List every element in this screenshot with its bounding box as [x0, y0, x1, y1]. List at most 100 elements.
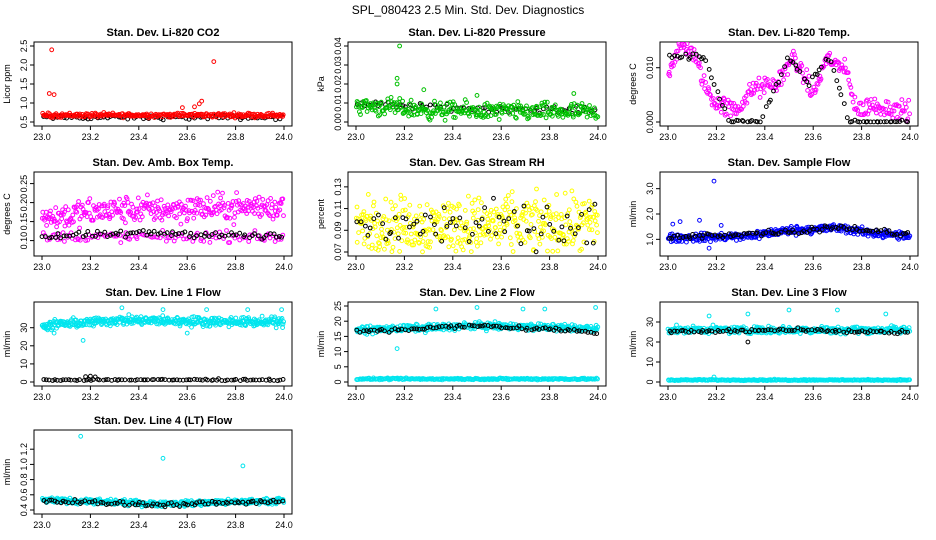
data-point: [190, 198, 196, 204]
data-point: [687, 236, 693, 241]
x-tick-label: 23.2: [396, 262, 414, 272]
data-point: [865, 119, 870, 124]
data-point: [806, 83, 812, 88]
y-tick-label: 0.5: [19, 116, 29, 129]
data-point: [196, 198, 202, 203]
data-point: [203, 206, 209, 211]
data-point: [499, 214, 505, 219]
data-point: [902, 329, 908, 335]
data-point: [534, 104, 540, 110]
data-point: [356, 230, 362, 236]
data-point: [476, 223, 482, 229]
data-point: [427, 324, 433, 330]
data-point: [128, 209, 134, 215]
data-point: [526, 115, 532, 121]
data-point: [835, 59, 841, 65]
data-point: [142, 232, 148, 238]
data-point: [696, 60, 702, 66]
data-point: [491, 323, 497, 329]
data-point: [63, 377, 69, 383]
data-point: [393, 203, 398, 209]
data-point: [279, 234, 285, 240]
data-point: [478, 240, 484, 246]
data-point: [145, 192, 150, 198]
data-point: [707, 91, 713, 97]
data-point: [583, 209, 589, 215]
data-point: [796, 231, 802, 237]
data-point: [745, 119, 751, 125]
data-point: [53, 235, 59, 240]
data-point: [390, 244, 396, 250]
data-point: [184, 218, 190, 224]
data-point: [245, 307, 251, 313]
data-point: [448, 220, 453, 225]
data-point: [760, 231, 766, 237]
data-point: [508, 212, 514, 218]
series-black: [354, 195, 598, 255]
y-tick-label: 2.0: [19, 59, 29, 72]
data-point: [436, 324, 442, 330]
data-point: [758, 377, 764, 383]
data-point: [279, 307, 285, 313]
series-magenta: [666, 42, 912, 124]
data-point: [574, 328, 580, 334]
data-point: [62, 223, 68, 229]
data-point: [467, 113, 472, 119]
data-point: [360, 105, 365, 110]
data-point: [862, 329, 868, 335]
data-point: [394, 81, 400, 87]
data-point: [595, 376, 600, 382]
data-point: [87, 196, 93, 202]
data-point: [854, 329, 860, 335]
data-point: [186, 208, 192, 214]
data-point: [386, 100, 392, 106]
data-point: [531, 226, 537, 232]
data-point: [226, 232, 232, 238]
data-point: [762, 328, 768, 333]
data-point: [43, 234, 48, 240]
data-point: [529, 327, 535, 333]
y-tick-label: 1.2: [19, 443, 29, 456]
data-point: [86, 200, 91, 206]
data-point: [883, 234, 888, 239]
data-point: [531, 326, 537, 332]
data-point: [434, 325, 439, 331]
data-point: [142, 377, 148, 383]
y-tick-label: 2.5: [19, 40, 29, 53]
series-black: [667, 51, 910, 125]
y-tick-label: 0.000: [645, 111, 655, 134]
data-point: [595, 114, 601, 120]
x-tick-label: 23.2: [708, 392, 726, 402]
data-point: [392, 215, 398, 221]
data-point: [812, 71, 818, 77]
data-point: [887, 104, 893, 110]
data-point: [98, 231, 103, 237]
x-tick-label: 24.0: [275, 520, 293, 530]
data-point: [119, 305, 125, 311]
data-point: [479, 200, 484, 206]
data-point: [715, 89, 721, 95]
y-tick-label: 0.8: [19, 473, 29, 486]
data-point: [388, 230, 394, 235]
data-point: [418, 111, 424, 116]
y-tick-label: 10: [333, 347, 343, 357]
data-point: [485, 114, 491, 119]
data-point: [868, 97, 874, 102]
data-point: [750, 230, 756, 236]
data-point: [892, 119, 898, 125]
data-point: [206, 207, 212, 213]
data-point: [49, 47, 55, 53]
data-point: [674, 329, 680, 334]
x-tick-label: 23.6: [178, 262, 196, 272]
data-point: [576, 209, 582, 215]
data-point: [787, 230, 792, 236]
data-point: [496, 117, 502, 122]
data-point: [757, 95, 763, 100]
data-point: [683, 51, 689, 57]
data-point: [474, 93, 480, 98]
data-point: [181, 236, 187, 242]
data-point: [397, 43, 403, 49]
data-point: [394, 225, 400, 231]
